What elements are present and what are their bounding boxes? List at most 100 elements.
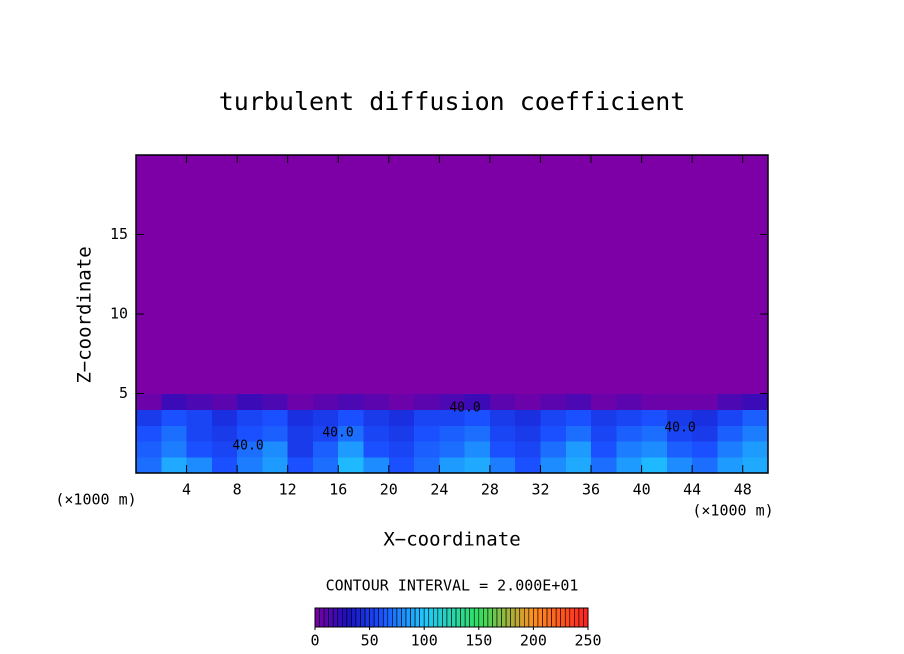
colorbar-segment: [519, 607, 525, 628]
colorbar-tick-label: 50: [361, 632, 379, 650]
cell: [363, 425, 390, 442]
cell: [692, 441, 718, 458]
x-tick-label: 24: [430, 481, 448, 499]
x-tick-label: 44: [683, 481, 701, 499]
cell: [489, 155, 516, 394]
cell: [616, 425, 643, 442]
cell: [312, 457, 339, 474]
colorbar-segment: [369, 607, 375, 628]
cell: [414, 393, 440, 410]
cell: [186, 409, 213, 426]
cell: [515, 409, 541, 426]
cell: [717, 441, 744, 458]
colorbar-segment: [382, 607, 389, 628]
cell: [414, 441, 440, 458]
colorbar-segment: [528, 607, 534, 628]
colorbar-segment: [492, 607, 498, 628]
cell: [641, 155, 668, 394]
colorbar-segment: [405, 607, 411, 628]
cell: [211, 409, 238, 426]
colorbar-segment: [387, 607, 393, 628]
cell: [237, 393, 263, 410]
cell: [717, 393, 744, 410]
colorbar-tick-label: 250: [574, 632, 601, 650]
cell: [287, 457, 314, 474]
cell: [363, 155, 390, 394]
cell: [186, 393, 213, 410]
colorbar-segment: [423, 607, 430, 628]
cell: [489, 457, 516, 474]
cell: [388, 409, 415, 426]
cell: [540, 393, 567, 410]
cell: [717, 409, 744, 426]
cell: [312, 155, 339, 394]
cell: [666, 409, 693, 426]
cell: [363, 441, 390, 458]
cell: [414, 425, 440, 442]
cell: [565, 425, 592, 442]
contour-interval-note: CONTOUR INTERVAL = 2.000E+01: [326, 577, 579, 595]
cell: [717, 155, 744, 394]
colorbar-segment: [314, 607, 320, 628]
cell: [717, 425, 744, 442]
cell: [489, 425, 516, 442]
x-tick-label: 8: [233, 481, 242, 499]
cell: [312, 425, 339, 442]
colorbar-segment: [410, 607, 416, 628]
cell: [211, 441, 238, 458]
cell: [287, 393, 314, 410]
cell: [262, 155, 289, 394]
colorbar-segment: [396, 607, 402, 628]
colorbar-tick-label: 0: [310, 632, 319, 650]
cell: [464, 409, 491, 426]
cell: [136, 393, 162, 410]
colorbar-segment: [560, 607, 566, 628]
cell: [692, 393, 718, 410]
cell: [616, 441, 643, 458]
y-tick-label: 10: [110, 305, 128, 323]
cell: [666, 441, 693, 458]
cell: [464, 393, 491, 410]
cell: [439, 393, 466, 410]
cell: [616, 393, 643, 410]
colorbar-segment: [419, 607, 425, 628]
cell: [489, 441, 516, 458]
cell: [540, 457, 567, 474]
cell: [287, 441, 314, 458]
cell: [742, 441, 769, 458]
colorbar-segment: [401, 607, 407, 628]
cell: [641, 409, 668, 426]
colorbar-segment: [437, 607, 443, 628]
colorbar-tick-label: 100: [411, 632, 438, 650]
colorbar-segment: [483, 607, 489, 628]
cell: [641, 393, 668, 410]
cell: [666, 393, 693, 410]
cell: [540, 409, 567, 426]
cell: [262, 441, 289, 458]
cell: [616, 155, 643, 394]
cell: [439, 441, 466, 458]
colorbar-segment: [496, 607, 502, 628]
cell: [666, 457, 693, 474]
colorbar-segment: [346, 607, 352, 628]
cell: [338, 457, 365, 474]
cell: [388, 155, 415, 394]
cell: [439, 457, 466, 474]
cell: [515, 393, 541, 410]
colorbar-segment: [360, 607, 366, 628]
cell: [237, 409, 263, 426]
cell: [742, 457, 769, 474]
colorbar-segment: [514, 607, 521, 628]
cell: [262, 425, 289, 442]
colorbar-segment: [551, 607, 557, 628]
cell: [515, 457, 541, 474]
cell: [186, 457, 213, 474]
cell: [388, 425, 415, 442]
colorbar-segment: [392, 607, 398, 628]
colorbar-tick-label: 200: [520, 632, 547, 650]
cell: [591, 441, 617, 458]
x-tick-label: 4: [182, 481, 191, 499]
cell: [262, 393, 289, 410]
cell: [489, 393, 516, 410]
cell: [616, 409, 643, 426]
